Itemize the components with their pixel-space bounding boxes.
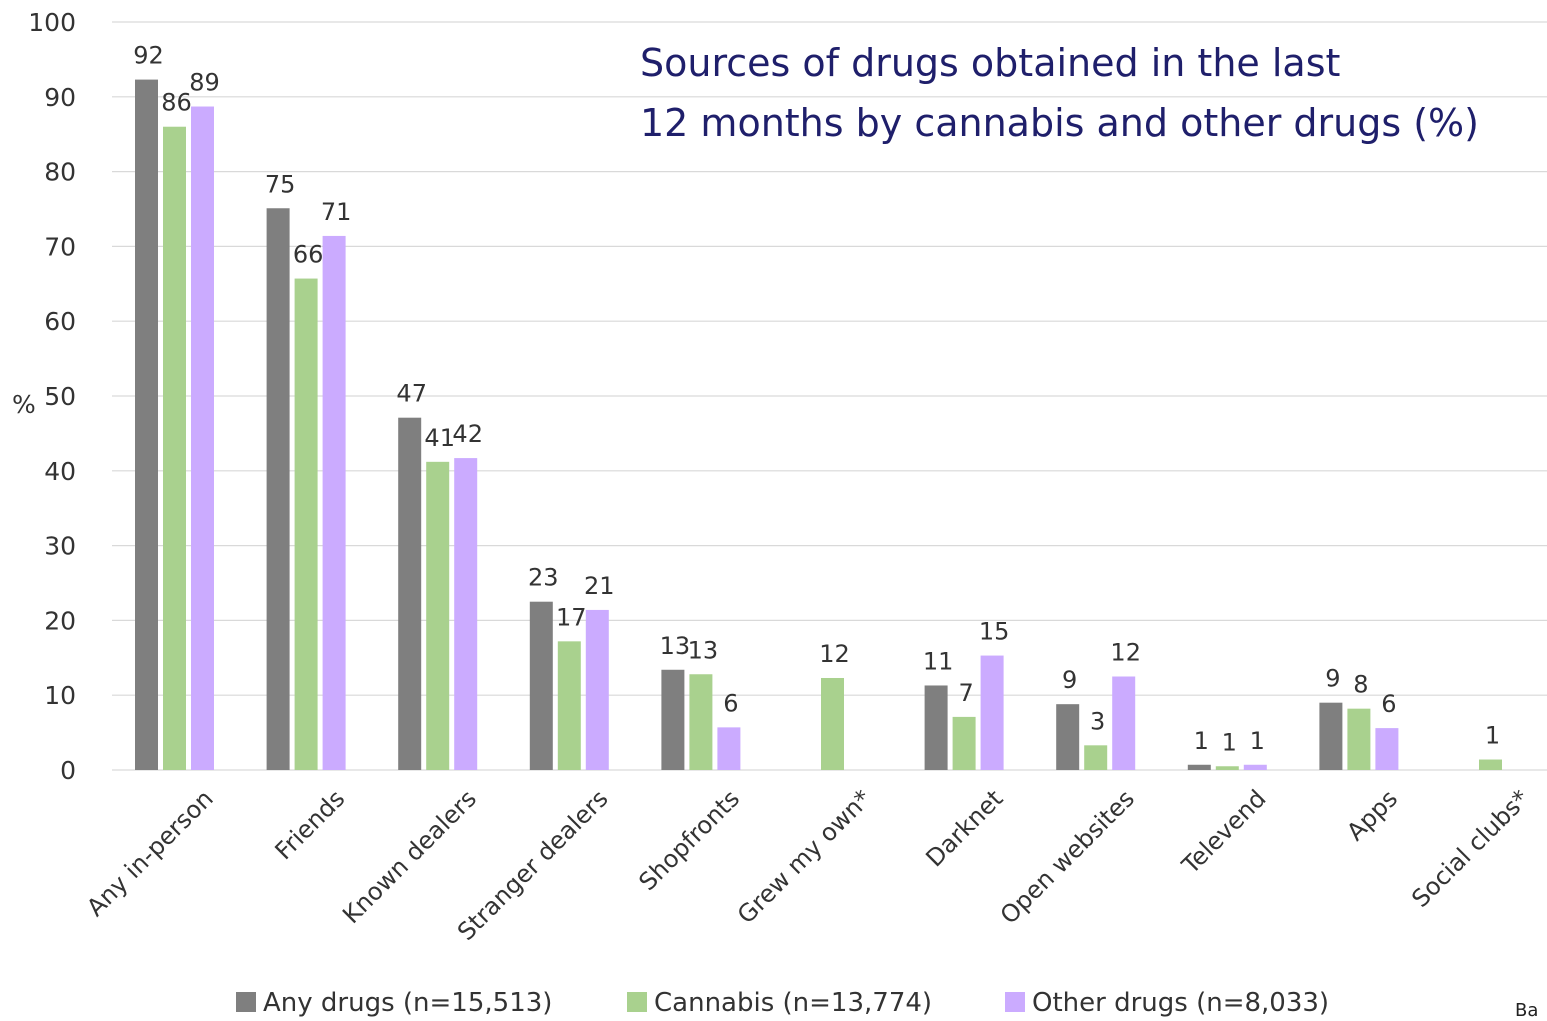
x-tick-label: Apps xyxy=(1341,784,1403,846)
data-label: 1 xyxy=(1222,728,1237,756)
x-tick-label: Shopfronts xyxy=(633,784,745,896)
bar xyxy=(1056,704,1080,770)
y-tick-label: 90 xyxy=(44,83,76,112)
y-tick-label: 80 xyxy=(44,158,76,187)
data-label: 23 xyxy=(528,564,559,592)
bar xyxy=(191,106,214,771)
bar xyxy=(1375,728,1399,770)
data-label: 86 xyxy=(161,89,192,117)
legend-swatch xyxy=(627,992,647,1012)
x-tick-label: Open websites xyxy=(995,784,1140,929)
x-tick-label: Any in-person xyxy=(81,784,218,921)
legend-label: Cannabis (n=13,774) xyxy=(654,988,932,1018)
data-label: 42 xyxy=(452,420,483,448)
bar xyxy=(1187,764,1211,770)
y-axis-label: % xyxy=(12,390,36,419)
data-label: 7 xyxy=(958,679,973,707)
y-tick-label: 70 xyxy=(44,232,76,261)
data-label: 21 xyxy=(584,572,615,600)
x-tick-label: Friends xyxy=(270,784,351,865)
bar xyxy=(661,669,685,770)
data-label: 1 xyxy=(1194,727,1209,755)
bar xyxy=(585,609,609,770)
data-label: 11 xyxy=(923,647,954,675)
bar xyxy=(454,458,478,770)
data-label: 15 xyxy=(979,618,1010,646)
bar xyxy=(1319,702,1343,770)
bar xyxy=(294,278,318,770)
bar xyxy=(557,641,581,770)
data-label: 17 xyxy=(556,603,587,631)
bar xyxy=(322,235,346,771)
legend-label: Other drugs (n=8,033) xyxy=(1032,988,1329,1018)
legend-swatch xyxy=(236,992,256,1012)
bar xyxy=(163,126,186,771)
bar xyxy=(398,417,422,770)
legend-label: Any drugs (n=15,513) xyxy=(263,988,552,1018)
data-label: 89 xyxy=(189,69,220,97)
x-tick-label: Social clubs* xyxy=(1406,784,1534,912)
data-label: 13 xyxy=(688,636,719,664)
bar xyxy=(1112,676,1136,770)
y-tick-label: 50 xyxy=(44,382,76,411)
bar xyxy=(689,674,713,770)
data-label: 12 xyxy=(819,640,850,668)
bar xyxy=(1215,766,1239,770)
bar xyxy=(529,601,553,770)
chart-title-line-1: Sources of drugs obtained in the last xyxy=(640,41,1341,85)
bar xyxy=(821,677,844,770)
bar xyxy=(717,727,741,770)
data-label: 12 xyxy=(1110,639,1141,667)
x-tick-label: Known dealers xyxy=(337,784,482,929)
y-tick-label: 30 xyxy=(44,532,76,561)
bar xyxy=(1347,708,1371,770)
data-label: 9 xyxy=(1325,665,1340,693)
bar xyxy=(1243,764,1267,770)
y-tick-label: 60 xyxy=(44,307,76,336)
data-label: 3 xyxy=(1090,707,1105,735)
footer-fragment: Ba xyxy=(1515,1000,1539,1021)
data-label: 9 xyxy=(1062,666,1077,694)
y-tick-label: 10 xyxy=(44,681,76,710)
bar xyxy=(1084,745,1108,770)
chart-title-line-2: 12 months by cannabis and other drugs (%… xyxy=(640,101,1479,145)
data-label: 92 xyxy=(133,42,164,70)
data-label: 6 xyxy=(1381,690,1396,718)
y-tick-label: 100 xyxy=(28,8,76,37)
x-tick-label: Grew my own* xyxy=(732,784,877,929)
bar xyxy=(135,79,158,770)
bar xyxy=(426,461,450,770)
data-label: 1 xyxy=(1485,722,1500,750)
data-label: 47 xyxy=(396,380,427,408)
bar xyxy=(1479,759,1502,770)
data-label: 13 xyxy=(660,632,691,660)
bar xyxy=(924,685,948,770)
data-label: 71 xyxy=(321,198,352,226)
legend-swatch xyxy=(1005,992,1025,1012)
data-label: 75 xyxy=(265,170,296,198)
y-tick-label: 40 xyxy=(44,457,76,486)
y-tick-label: 0 xyxy=(60,756,76,785)
bar xyxy=(266,208,290,770)
data-label: 1 xyxy=(1250,727,1265,755)
data-label: 6 xyxy=(723,689,738,717)
data-label: 8 xyxy=(1353,671,1368,699)
bar xyxy=(952,716,976,770)
y-tick-label: 20 xyxy=(44,606,76,635)
bar xyxy=(980,655,1004,770)
data-label: 66 xyxy=(293,241,324,269)
data-label: 41 xyxy=(424,424,455,452)
x-tick-label: Darknet xyxy=(920,784,1008,872)
x-tick-label: Televend xyxy=(1176,784,1272,880)
